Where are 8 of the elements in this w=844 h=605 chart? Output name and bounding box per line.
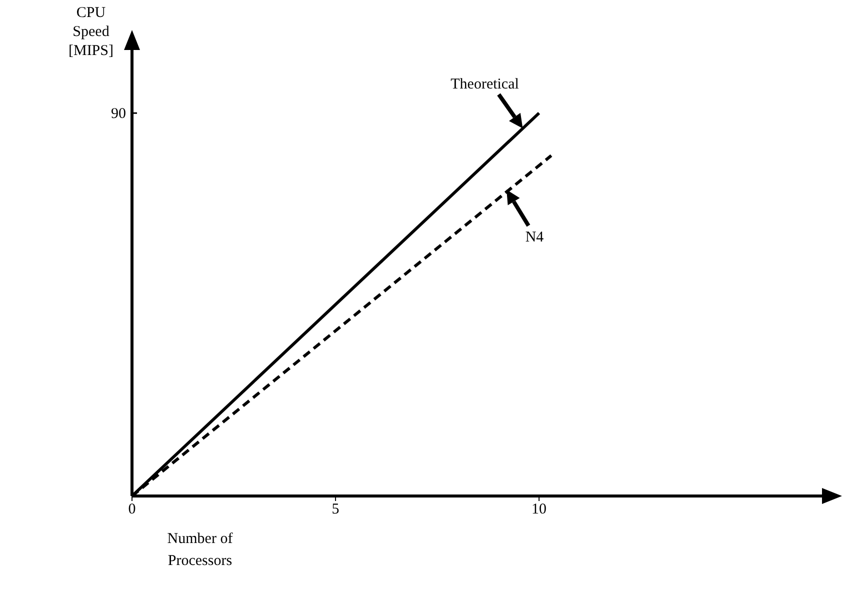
x-tick-label: 5 bbox=[332, 502, 340, 518]
annotation: N4 bbox=[525, 230, 544, 246]
y-axis-title: CPU Speed [MIPS] bbox=[67, 4, 114, 61]
annotation: Theoretical bbox=[450, 76, 519, 92]
x-tick-label: 0 bbox=[128, 502, 136, 518]
x-axis-title: Number of Processors bbox=[166, 530, 234, 571]
x-tick-label: 10 bbox=[532, 502, 547, 518]
text: 90 bbox=[111, 106, 126, 122]
